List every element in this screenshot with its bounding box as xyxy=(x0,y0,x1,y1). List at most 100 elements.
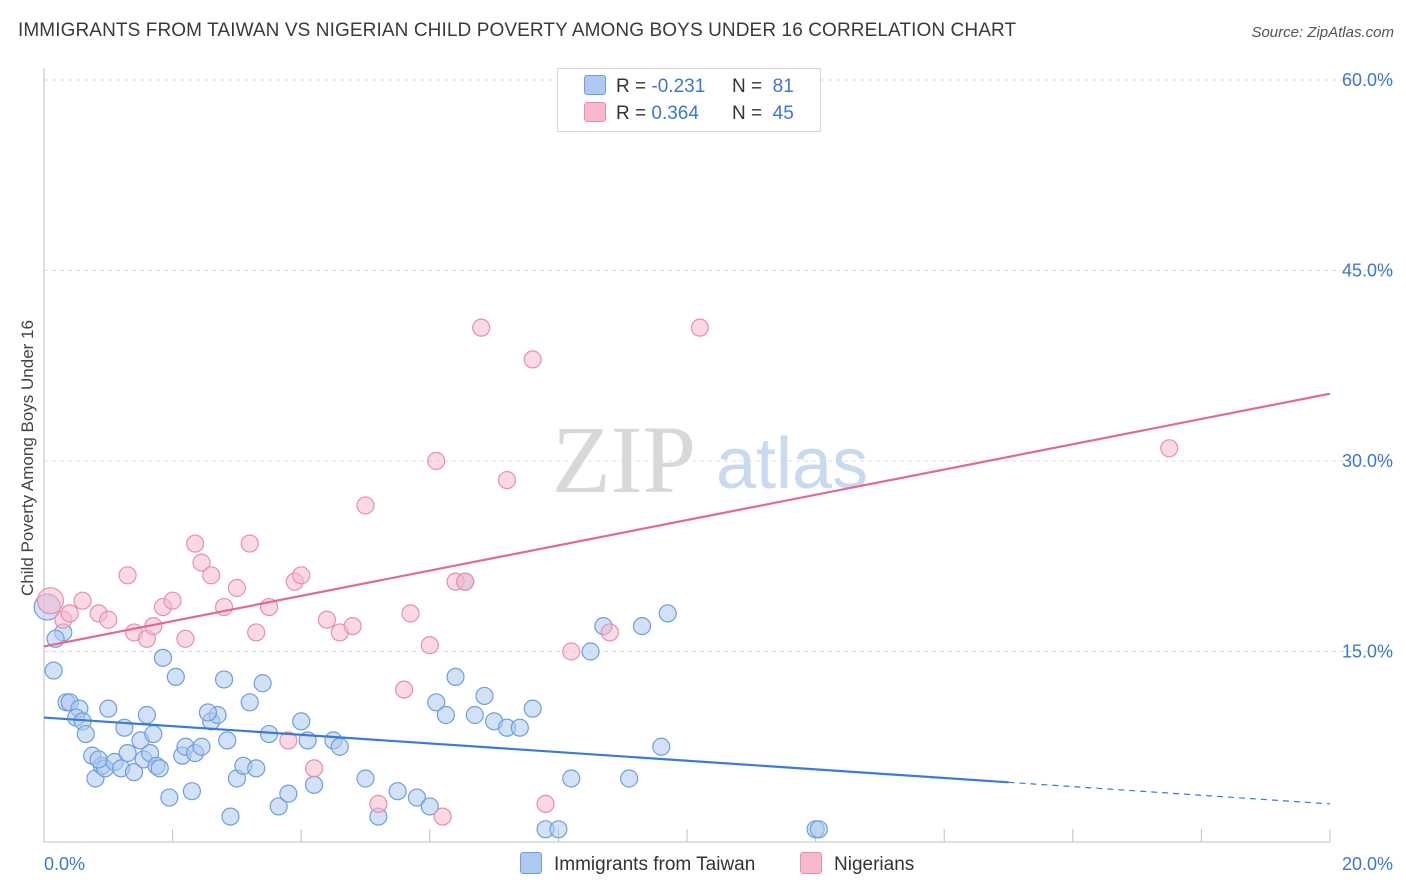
bottom-legend-nigerians: Nigerians xyxy=(800,852,914,876)
legend-r-label: R = xyxy=(616,76,647,97)
legend-swatch-nigerians xyxy=(584,102,606,122)
point-nigerians-33 xyxy=(427,451,446,471)
point-taiwan-32 xyxy=(182,782,201,801)
point-taiwan-70 xyxy=(562,769,581,788)
point-nigerians-42 xyxy=(600,623,619,642)
point-taiwan-34 xyxy=(192,737,211,756)
source-label: Source: ZipAtlas.com xyxy=(1251,24,1394,41)
trendline-nigerians xyxy=(43,392,1331,648)
x-tick-label-1: 20.0% xyxy=(1342,854,1393,874)
point-taiwan-52 xyxy=(330,737,349,756)
grid-lines xyxy=(44,79,1394,652)
point-nigerians-23 xyxy=(292,566,311,585)
point-nigerians-5 xyxy=(99,610,118,629)
point-taiwan-37 xyxy=(214,670,234,689)
point-nigerians-38 xyxy=(497,470,517,490)
point-taiwan-1 xyxy=(44,661,63,680)
legend-row-nigerians: R = 0.364 N = 45 xyxy=(584,102,794,126)
legend-r-label: R = xyxy=(616,103,647,124)
point-taiwan-69 xyxy=(549,820,568,839)
legend-n-label: N = xyxy=(731,76,763,97)
point-nigerians-24 xyxy=(304,759,324,778)
point-nigerians-44 xyxy=(1160,439,1179,458)
trendline-taiwan xyxy=(43,716,1009,784)
point-taiwan-59 xyxy=(436,705,455,725)
point-taiwan-29 xyxy=(166,667,185,687)
point-taiwan-50 xyxy=(304,775,324,794)
y-tick-label-2: 45.0% xyxy=(1342,261,1393,281)
tick-labels: 15.0% 30.0% 45.0% 60.0% 0.0% 20.0% xyxy=(44,70,1393,874)
bottom-legend-swatch-taiwan xyxy=(520,852,542,874)
point-taiwan-44 xyxy=(253,674,272,693)
point-nigerians-31 xyxy=(401,604,420,623)
y-tick-label-0: 15.0% xyxy=(1342,642,1393,662)
point-taiwan-38 xyxy=(218,731,237,750)
legend-r-value-taiwan: -0.231 xyxy=(651,76,706,97)
point-taiwan-9 xyxy=(76,724,95,744)
point-taiwan-67 xyxy=(523,699,542,718)
point-nigerians-11 xyxy=(163,591,182,610)
bottom-legend-label-nigerians: Nigerians xyxy=(834,854,915,875)
x-tick-label-0: 0.0% xyxy=(44,854,85,874)
point-nigerians-0 xyxy=(36,587,65,615)
point-nigerians-18 xyxy=(240,534,259,553)
point-taiwan-60 xyxy=(446,667,465,687)
point-taiwan-57 xyxy=(420,797,439,816)
point-taiwan-48 xyxy=(292,712,311,731)
point-taiwan-43 xyxy=(247,759,266,778)
point-taiwan-73 xyxy=(620,769,639,788)
bottom-legend-taiwan: Immigrants from Taiwan xyxy=(520,852,755,876)
point-taiwan-42 xyxy=(240,693,259,712)
point-taiwan-14 xyxy=(89,750,108,769)
point-nigerians-30 xyxy=(394,680,414,699)
series-nigerians xyxy=(36,318,1179,826)
point-taiwan-55 xyxy=(388,782,407,801)
legend-swatch-taiwan xyxy=(584,75,606,95)
point-nigerians-32 xyxy=(420,636,439,655)
point-nigerians-21 xyxy=(279,731,298,750)
legend-n-value-taiwan: 81 xyxy=(772,76,794,97)
point-taiwan-78 xyxy=(809,820,828,839)
trendline-taiwan-extension xyxy=(1008,781,1331,805)
point-taiwan-28 xyxy=(160,788,179,807)
point-nigerians-39 xyxy=(523,350,542,369)
point-taiwan-47 xyxy=(279,784,298,803)
point-taiwan-66 xyxy=(510,718,529,737)
point-taiwan-79 xyxy=(198,703,218,722)
point-nigerians-15 xyxy=(202,566,221,585)
y-axis-label: Child Poverty Among Boys Under 16 xyxy=(18,320,37,596)
point-taiwan-63 xyxy=(475,686,494,706)
point-taiwan-19 xyxy=(124,763,144,782)
point-nigerians-36 xyxy=(456,572,475,591)
point-nigerians-34 xyxy=(433,807,452,826)
point-nigerians-37 xyxy=(472,318,491,337)
point-taiwan-26 xyxy=(150,759,169,778)
y-tick-label-1: 30.0% xyxy=(1342,451,1393,471)
point-nigerians-6 xyxy=(118,566,137,585)
point-nigerians-3 xyxy=(73,591,92,610)
watermark: ZIP atlas xyxy=(552,406,868,513)
point-taiwan-46 xyxy=(269,797,288,816)
point-nigerians-25 xyxy=(317,610,337,629)
chart-title: IMMIGRANTS FROM TAIWAN VS NIGERIAN CHILD… xyxy=(18,20,1017,41)
point-taiwan-18 xyxy=(118,743,137,763)
legend-row-taiwan: R = -0.231 N = 81 xyxy=(584,75,794,99)
point-nigerians-43 xyxy=(690,318,709,337)
point-nigerians-40 xyxy=(536,794,555,814)
point-nigerians-41 xyxy=(562,642,581,661)
y-tick-label-3: 60.0% xyxy=(1342,70,1393,90)
correlation-legend: R = -0.231 N = 81 R = 0.364 N = 45 xyxy=(557,68,821,132)
watermark-zip: ZIP xyxy=(552,406,696,513)
point-taiwan-23 xyxy=(144,724,163,744)
series-taiwan xyxy=(33,572,828,839)
legend-n-label: N = xyxy=(731,103,763,124)
point-nigerians-19 xyxy=(247,623,266,642)
point-nigerians-13 xyxy=(186,534,205,553)
point-nigerians-14 xyxy=(192,553,211,572)
point-taiwan-25 xyxy=(137,705,156,725)
watermark-atlas: atlas xyxy=(716,424,868,504)
point-taiwan-39 xyxy=(221,807,240,826)
trendlines xyxy=(43,392,1331,805)
point-nigerians-17 xyxy=(227,578,246,598)
